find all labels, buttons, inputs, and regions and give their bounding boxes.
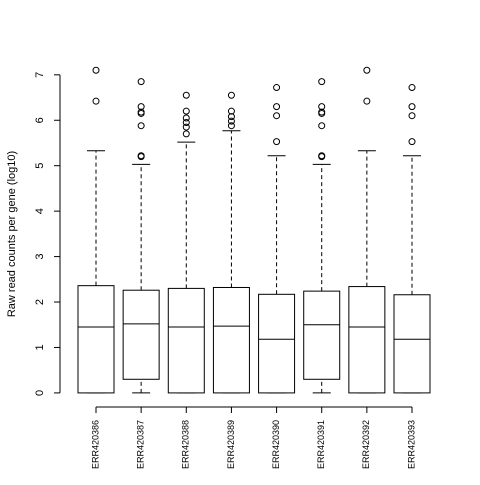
- outlier: [363, 97, 371, 105]
- x-tick-label: ERR420388: [181, 420, 191, 469]
- outlier: [182, 107, 190, 115]
- y-tick-label: 1: [34, 344, 46, 350]
- outlier: [273, 138, 281, 146]
- y-tick-label: 6: [34, 117, 46, 123]
- box: [258, 293, 296, 394]
- x-tick-label: ERR420392: [361, 420, 371, 469]
- y-tick-label: 2: [34, 299, 46, 305]
- outlier: [318, 78, 326, 86]
- x-tick-label: ERR420387: [136, 420, 146, 469]
- outlier: [318, 108, 326, 116]
- outlier: [363, 66, 371, 74]
- outlier: [182, 119, 190, 127]
- box: [303, 290, 341, 380]
- outlier: [408, 112, 416, 120]
- outlier: [408, 138, 416, 146]
- outlier: [408, 103, 416, 111]
- y-axis-label: Raw read counts per gene (log10): [6, 151, 18, 317]
- outlier: [273, 112, 281, 120]
- box: [122, 289, 160, 380]
- box: [77, 285, 115, 394]
- outlier: [318, 103, 326, 111]
- box: [393, 294, 431, 394]
- outlier: [182, 130, 190, 138]
- outlier: [408, 84, 416, 92]
- outlier: [137, 122, 145, 130]
- y-tick-label: 4: [34, 208, 46, 214]
- outlier: [227, 107, 235, 115]
- y-tick-label: 5: [34, 163, 46, 169]
- x-tick-label: ERR420390: [271, 420, 281, 469]
- outlier: [182, 123, 190, 131]
- x-tick-label: ERR420391: [316, 420, 326, 469]
- x-tick-label: ERR420386: [90, 420, 100, 469]
- outlier: [227, 113, 235, 121]
- outlier: [92, 66, 100, 74]
- outlier: [182, 91, 190, 99]
- y-tick-label: 7: [34, 72, 46, 78]
- y-tick-label: 0: [34, 390, 46, 396]
- x-tick-label: ERR420389: [226, 420, 236, 469]
- outlier: [137, 78, 145, 86]
- y-tick-label: 3: [34, 254, 46, 260]
- outlier: [273, 103, 281, 111]
- outlier: [137, 108, 145, 116]
- outlier: [182, 114, 190, 122]
- outlier: [137, 103, 145, 111]
- box: [212, 286, 250, 394]
- x-tick-label: ERR420393: [406, 420, 416, 469]
- outlier: [227, 117, 235, 125]
- outlier: [273, 84, 281, 92]
- outlier: [318, 122, 326, 130]
- outlier: [92, 97, 100, 105]
- outlier: [318, 152, 326, 160]
- outlier: [137, 152, 145, 160]
- outlier: [227, 91, 235, 99]
- outlier: [227, 122, 235, 130]
- box: [167, 287, 205, 394]
- box: [348, 286, 386, 394]
